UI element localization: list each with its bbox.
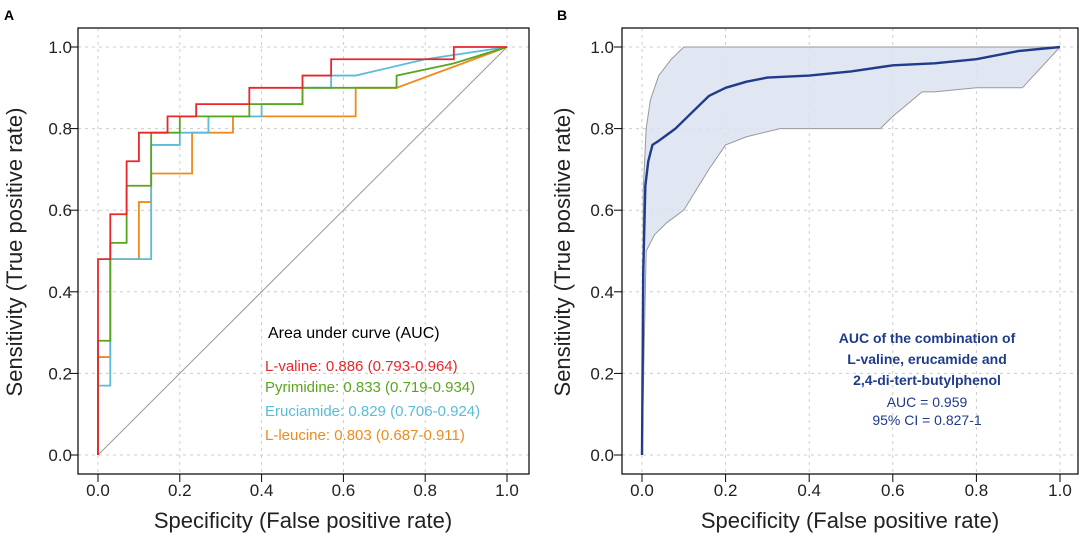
- x-tick-label: 1.0: [1048, 481, 1072, 500]
- x-tick-label: 0.2: [714, 481, 738, 500]
- y-tick-label: 0.2: [48, 364, 72, 383]
- panel-b-roc-curve: [640, 45, 1061, 456]
- panel-b: B 0.0 0.2 0.4 0.6 0.8 1.0 0.00.20.40.60.81.0 …: [550, 7, 1079, 533]
- x-tick-label: 0.4: [250, 481, 274, 500]
- roc-line-l-valine: [97, 46, 507, 455]
- panel-b-ci-band: [641, 46, 1061, 456]
- y-tick-label: 0.4: [48, 283, 72, 302]
- annotation-line-2: L-valine, erucamide and: [847, 351, 1007, 367]
- diagonal-reference-line: [97, 46, 508, 456]
- panel-b-plot-frame: [621, 27, 1079, 475]
- y-tick-label: 0.0: [590, 446, 614, 465]
- legend-entry-pyrimidine: Pyrimidine: 0.833 (0.719-0.934): [265, 379, 475, 396]
- panel-b-label: B: [557, 7, 567, 23]
- panel-b-annotation: AUC of the combination of L-valine, eruc…: [839, 330, 1016, 428]
- panel-a-y-ticks: 0.0 0.2 0.4 0.6 0.8 1.0: [48, 38, 78, 465]
- annotation-ci: 95% CI = 0.827-1: [872, 412, 982, 428]
- x-tick-label: 0.8: [965, 481, 989, 500]
- ci-upper-bound: [641, 46, 1060, 456]
- y-tick-label: 1.0: [48, 38, 72, 57]
- panel-a-label: A: [4, 7, 14, 23]
- panel-a-reference-line: [97, 46, 508, 456]
- x-tick-label: 1.0: [495, 481, 519, 500]
- legend-entry-l-leucine: L-leucine: 0.803 (0.687-0.911): [265, 427, 465, 444]
- x-tick-label: 0.2: [168, 481, 192, 500]
- panel-b-x-ticks: 0.0 0.2 0.4 0.6 0.8 1.0: [630, 474, 1072, 500]
- x-tick-label: 0.8: [413, 481, 437, 500]
- y-tick-label: 0.0: [48, 446, 72, 465]
- ci-band-fill: [642, 47, 1060, 455]
- x-tick-label: 0.0: [630, 481, 654, 500]
- roc-combined-curve: [640, 45, 1061, 456]
- panel-a-legend: Area under curve (AUC) L-valine: 0.886 (…: [265, 325, 480, 444]
- y-tick-label: 0.8: [590, 120, 614, 139]
- panel-a-y-axis-title: Sensitivity (True positive rate): [2, 108, 27, 397]
- ci-lower-bound: [641, 46, 1061, 456]
- annotation-line-3: 2,4-di-tert-butylphenol: [853, 372, 1001, 388]
- annotation-auc: AUC = 0.959: [887, 394, 968, 410]
- panel-a-plot-frame: [77, 27, 530, 475]
- x-tick-label: 0.0: [86, 481, 110, 500]
- panel-b-y-ticks: 0.0 0.2 0.4 0.6 0.8 1.0: [590, 38, 622, 465]
- y-tick-label: 0.2: [590, 364, 614, 383]
- panel-a-series: [97, 46, 508, 455]
- y-tick-label: 1.0: [590, 38, 614, 57]
- x-tick-label: 0.4: [797, 481, 821, 500]
- annotation-line-1: AUC of the combination of: [839, 330, 1016, 346]
- y-tick-label: 0.6: [590, 201, 614, 220]
- panel-a: A 0.0 0.2 0.4 0.6 0.8 1.0 0.00.20.40.60.81.0 …: [2, 7, 530, 533]
- x-tick-label: 0.6: [332, 481, 356, 500]
- x-tick-label: 0.6: [881, 481, 905, 500]
- legend-entry-l-valine: L-valine: 0.886 (0.793-0.964): [265, 358, 458, 375]
- panel-a-x-axis-title: Specificity (False positive rate): [154, 508, 452, 533]
- y-tick-label: 0.8: [48, 120, 72, 139]
- legend-entry-eruciamide: Eruciamide: 0.829 (0.706-0.924): [265, 403, 480, 420]
- panel-b-y-axis-title: Sensitivity (True positive rate): [550, 108, 575, 397]
- panel-b-x-axis-title: Specificity (False positive rate): [701, 508, 999, 533]
- legend-title: Area under curve (AUC): [268, 325, 440, 342]
- panel-a-x-ticks: 0.0 0.2 0.4 0.6 0.8 1.0: [86, 474, 519, 500]
- y-tick-label: 0.6: [48, 201, 72, 220]
- panel-a-grid: [78, 28, 529, 474]
- y-tick-label: 0.4: [590, 283, 614, 302]
